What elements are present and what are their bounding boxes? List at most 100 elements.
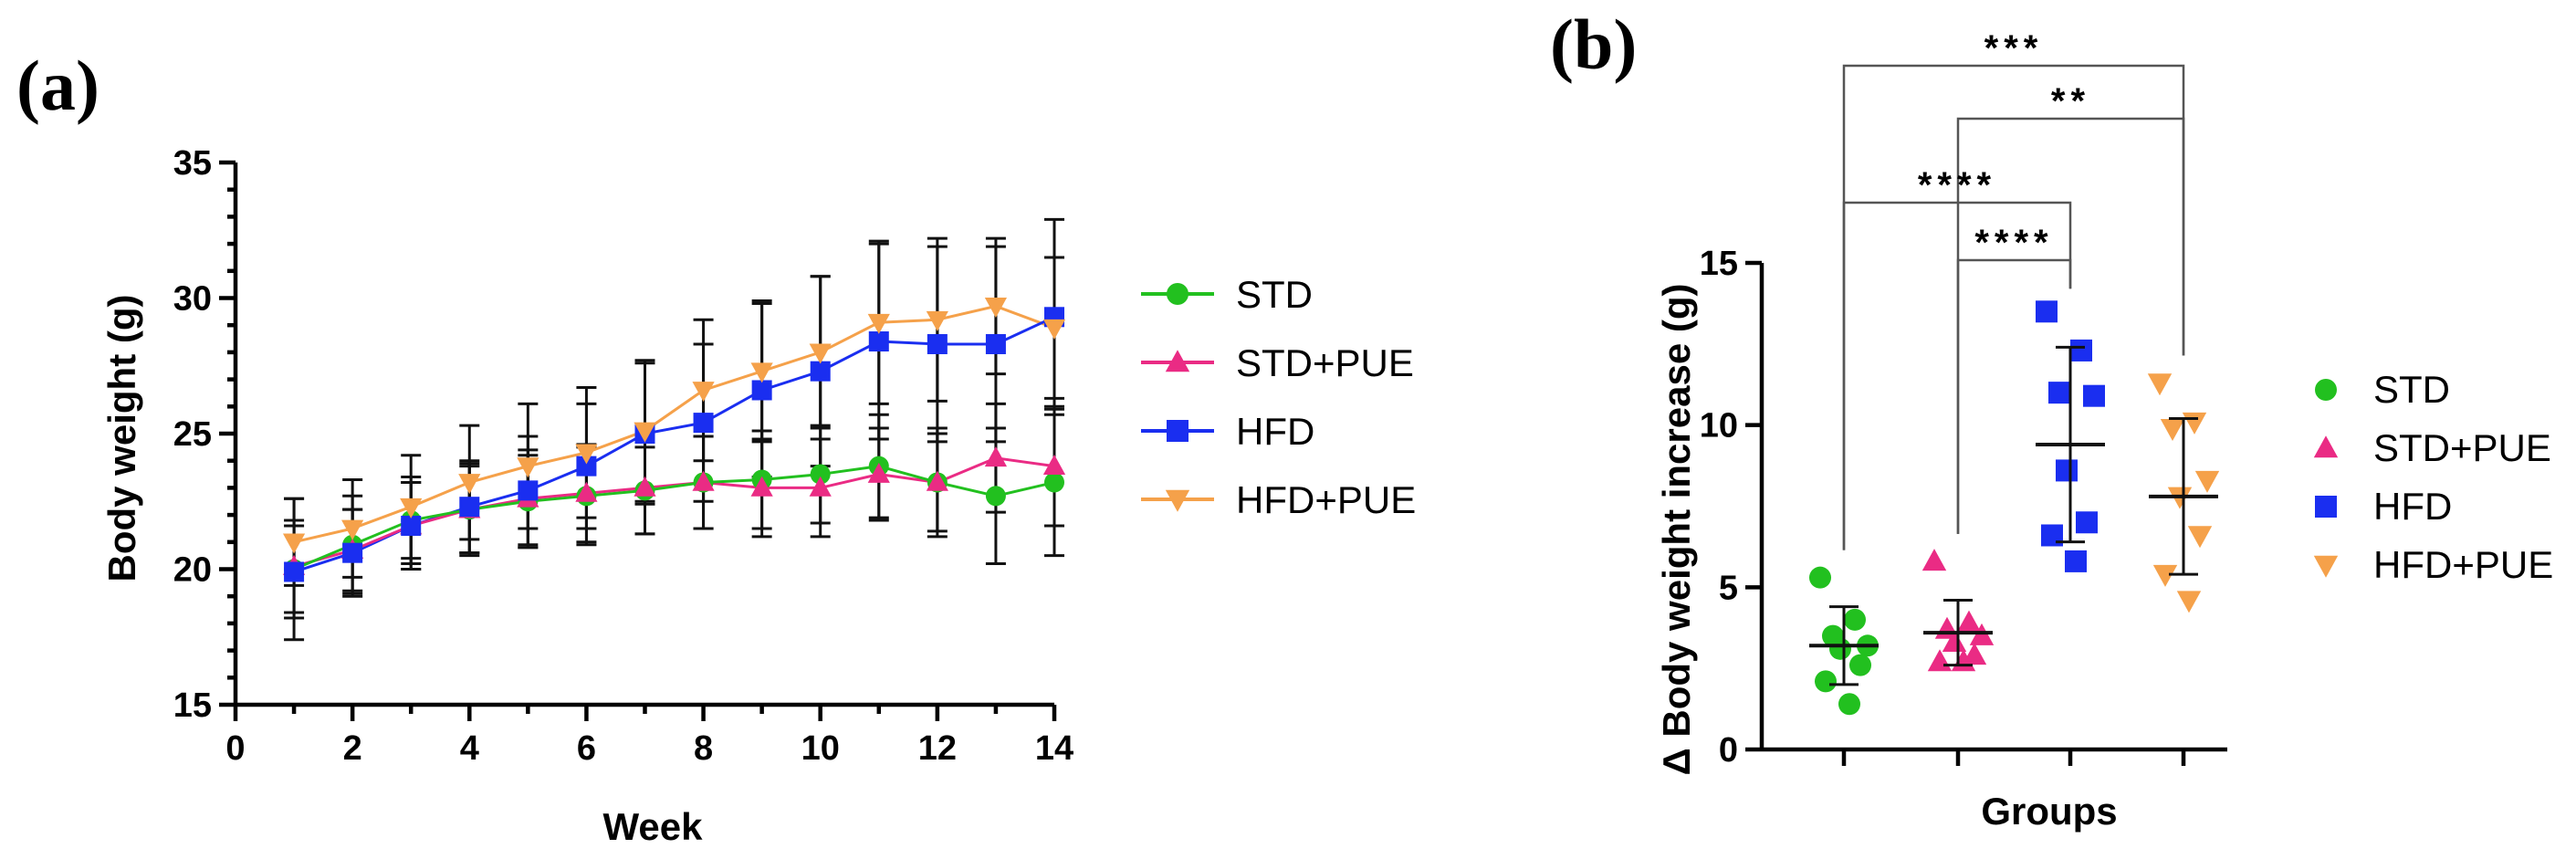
- panel-a-y-tick-label: 30: [173, 280, 212, 319]
- panel-b-data-point: [2182, 412, 2207, 435]
- panel-a-legend-marker: [1167, 420, 1189, 442]
- panel-a-data-point: [926, 310, 948, 331]
- panel-a-plot: 15 20 25 30 35 0 2 4 6 8 10 12 14: [173, 144, 1073, 768]
- panel-a-data-point: [517, 457, 539, 478]
- panel-a-legend-label: STD: [1236, 273, 1313, 316]
- panel-b-data-point: [1844, 608, 1866, 631]
- panel-a-y-tick-label: 35: [173, 144, 212, 183]
- panel-a-data-point: [927, 333, 948, 354]
- panel-b-ylabel: Δ Body weight increase (g): [1655, 284, 1698, 776]
- panel-b-label: (b): [1550, 5, 1637, 84]
- panel-b-data-point: [2070, 339, 2092, 361]
- panel-b-data-point: [2152, 564, 2178, 587]
- panel-a-data-point: [341, 519, 364, 540]
- panel-b-data-point: [1829, 637, 1851, 660]
- panel-b-legend-label: STD: [2373, 368, 2450, 411]
- panel-a-data-point: [693, 413, 714, 434]
- panel-b-xlabel: Groups: [1981, 790, 2117, 833]
- panel-a-ylabel: Body weight (g): [100, 295, 143, 582]
- panel-a-y-tick-label: 15: [173, 686, 212, 725]
- panel-b-legend-label: STD+PUE: [2373, 426, 2551, 469]
- panel-a-data-point: [926, 470, 948, 491]
- panel-b-data-point: [2160, 419, 2185, 442]
- panel-b-data-point: [2187, 526, 2213, 549]
- panel-a-data-point: [751, 380, 772, 401]
- panel-a-data-point: [867, 313, 890, 334]
- panel-a-legend: STD STD+PUE HFD HFD+PUE: [1141, 273, 1416, 521]
- panel-a-data-point: [1042, 454, 1066, 475]
- panel-a-legend-label: HFD: [1236, 410, 1314, 453]
- panel-a-data-point: [400, 498, 423, 519]
- panel-b-data-point: [2056, 459, 2078, 482]
- panel-b-y-tick-label: 0: [1719, 731, 1738, 770]
- panel-a-label: (a): [16, 46, 99, 125]
- panel-b-legend-marker: [2313, 555, 2339, 578]
- panel-b-data-point: [1942, 629, 1967, 652]
- panel-a-data-point: [985, 333, 1006, 354]
- panel-a-data-point: [692, 382, 715, 403]
- panel-b-legend-marker: [2315, 379, 2337, 401]
- panel-a-data-point: [459, 497, 480, 518]
- panel-b-legend: STD STD+PUE HFD HFD+PUE: [2313, 368, 2553, 586]
- panel-a-x-tick-label: 4: [460, 729, 479, 768]
- panel-a-data-point: [518, 480, 539, 501]
- panel-a-legend-label: STD+PUE: [1236, 341, 1414, 384]
- panel-a-x-tick-label: 8: [694, 729, 713, 768]
- panel-b-y-tick-label: 10: [1700, 407, 1738, 445]
- panel-a-data-point: [342, 542, 363, 563]
- panel-a-data-point: [1044, 472, 1064, 493]
- panel-a-legend-marker: [1167, 283, 1189, 305]
- panel-b-legend-marker: [2315, 496, 2337, 518]
- panel-a-data-point: [576, 456, 597, 477]
- panel-a-data-point: [810, 464, 831, 485]
- panel-b-data-point: [1927, 649, 1953, 672]
- panel-a-x-tick-label: 6: [577, 729, 596, 768]
- panel-b-data-point: [2083, 384, 2105, 407]
- panel-a-legend-marker: [1165, 489, 1190, 512]
- panel-b-data-point: [2176, 591, 2202, 613]
- panel-a-data-point: [809, 476, 832, 497]
- panel-a-data-point: [282, 533, 306, 554]
- panel-a-data-point: [1042, 319, 1066, 340]
- panel-b-significance-label: ****: [1974, 223, 2053, 263]
- panel-b-data-point: [2076, 511, 2098, 534]
- panel-b-data-point: [2147, 373, 2173, 396]
- panel-a-x-tick-label: 10: [801, 729, 840, 768]
- panel-a-data-point: [284, 561, 305, 582]
- panel-b-significance-label: **: [2051, 81, 2090, 121]
- panel-b-significance-bracket: [1956, 258, 2072, 534]
- panel-a-data-point: [401, 515, 422, 536]
- panel-b-significance-label: ****: [1918, 165, 1996, 205]
- panel-b-legend-label: HFD+PUE: [2373, 543, 2553, 586]
- panel-a-series-line: [293, 304, 1055, 544]
- panel-a-legend-label: HFD+PUE: [1236, 478, 1416, 521]
- panel-a-x-tick-label: 12: [918, 729, 957, 768]
- panel-b-data-point: [2194, 470, 2220, 493]
- panel-b-significance-bracket: [1842, 64, 2185, 550]
- panel-b-legend-marker: [2313, 435, 2339, 458]
- panel-a-data-point: [810, 361, 831, 382]
- panel-a-data-point: [984, 298, 1008, 319]
- panel-a-data-point: [634, 422, 656, 443]
- panel-a-data-point: [750, 476, 773, 497]
- panel-a-x-tick-label: 2: [343, 729, 362, 768]
- panel-b-significance-bracket: [1842, 201, 2072, 550]
- panel-b-data-point: [1838, 693, 1860, 716]
- panel-a-data-point: [984, 446, 1008, 467]
- panel-a-x-tick-label: 14: [1035, 729, 1073, 768]
- panel-b-legend-label: HFD: [2373, 485, 2452, 528]
- panel-a-data-point: [575, 481, 598, 502]
- panel-a-data-point: [985, 486, 1006, 507]
- panel-b-y-tick-label: 15: [1700, 245, 1738, 283]
- panel-a-data-point: [634, 476, 656, 497]
- panel-b-data-point: [1922, 549, 1947, 571]
- panel-b-data-point: [2065, 550, 2087, 572]
- panel-a-data-point: [692, 470, 715, 491]
- panel-a-x-tick-label: 0: [225, 729, 245, 768]
- panel-b-data-point: [1849, 654, 1871, 676]
- panel-a-xlabel: Week: [603, 805, 704, 848]
- panel-a-y-tick-label: 20: [173, 551, 212, 590]
